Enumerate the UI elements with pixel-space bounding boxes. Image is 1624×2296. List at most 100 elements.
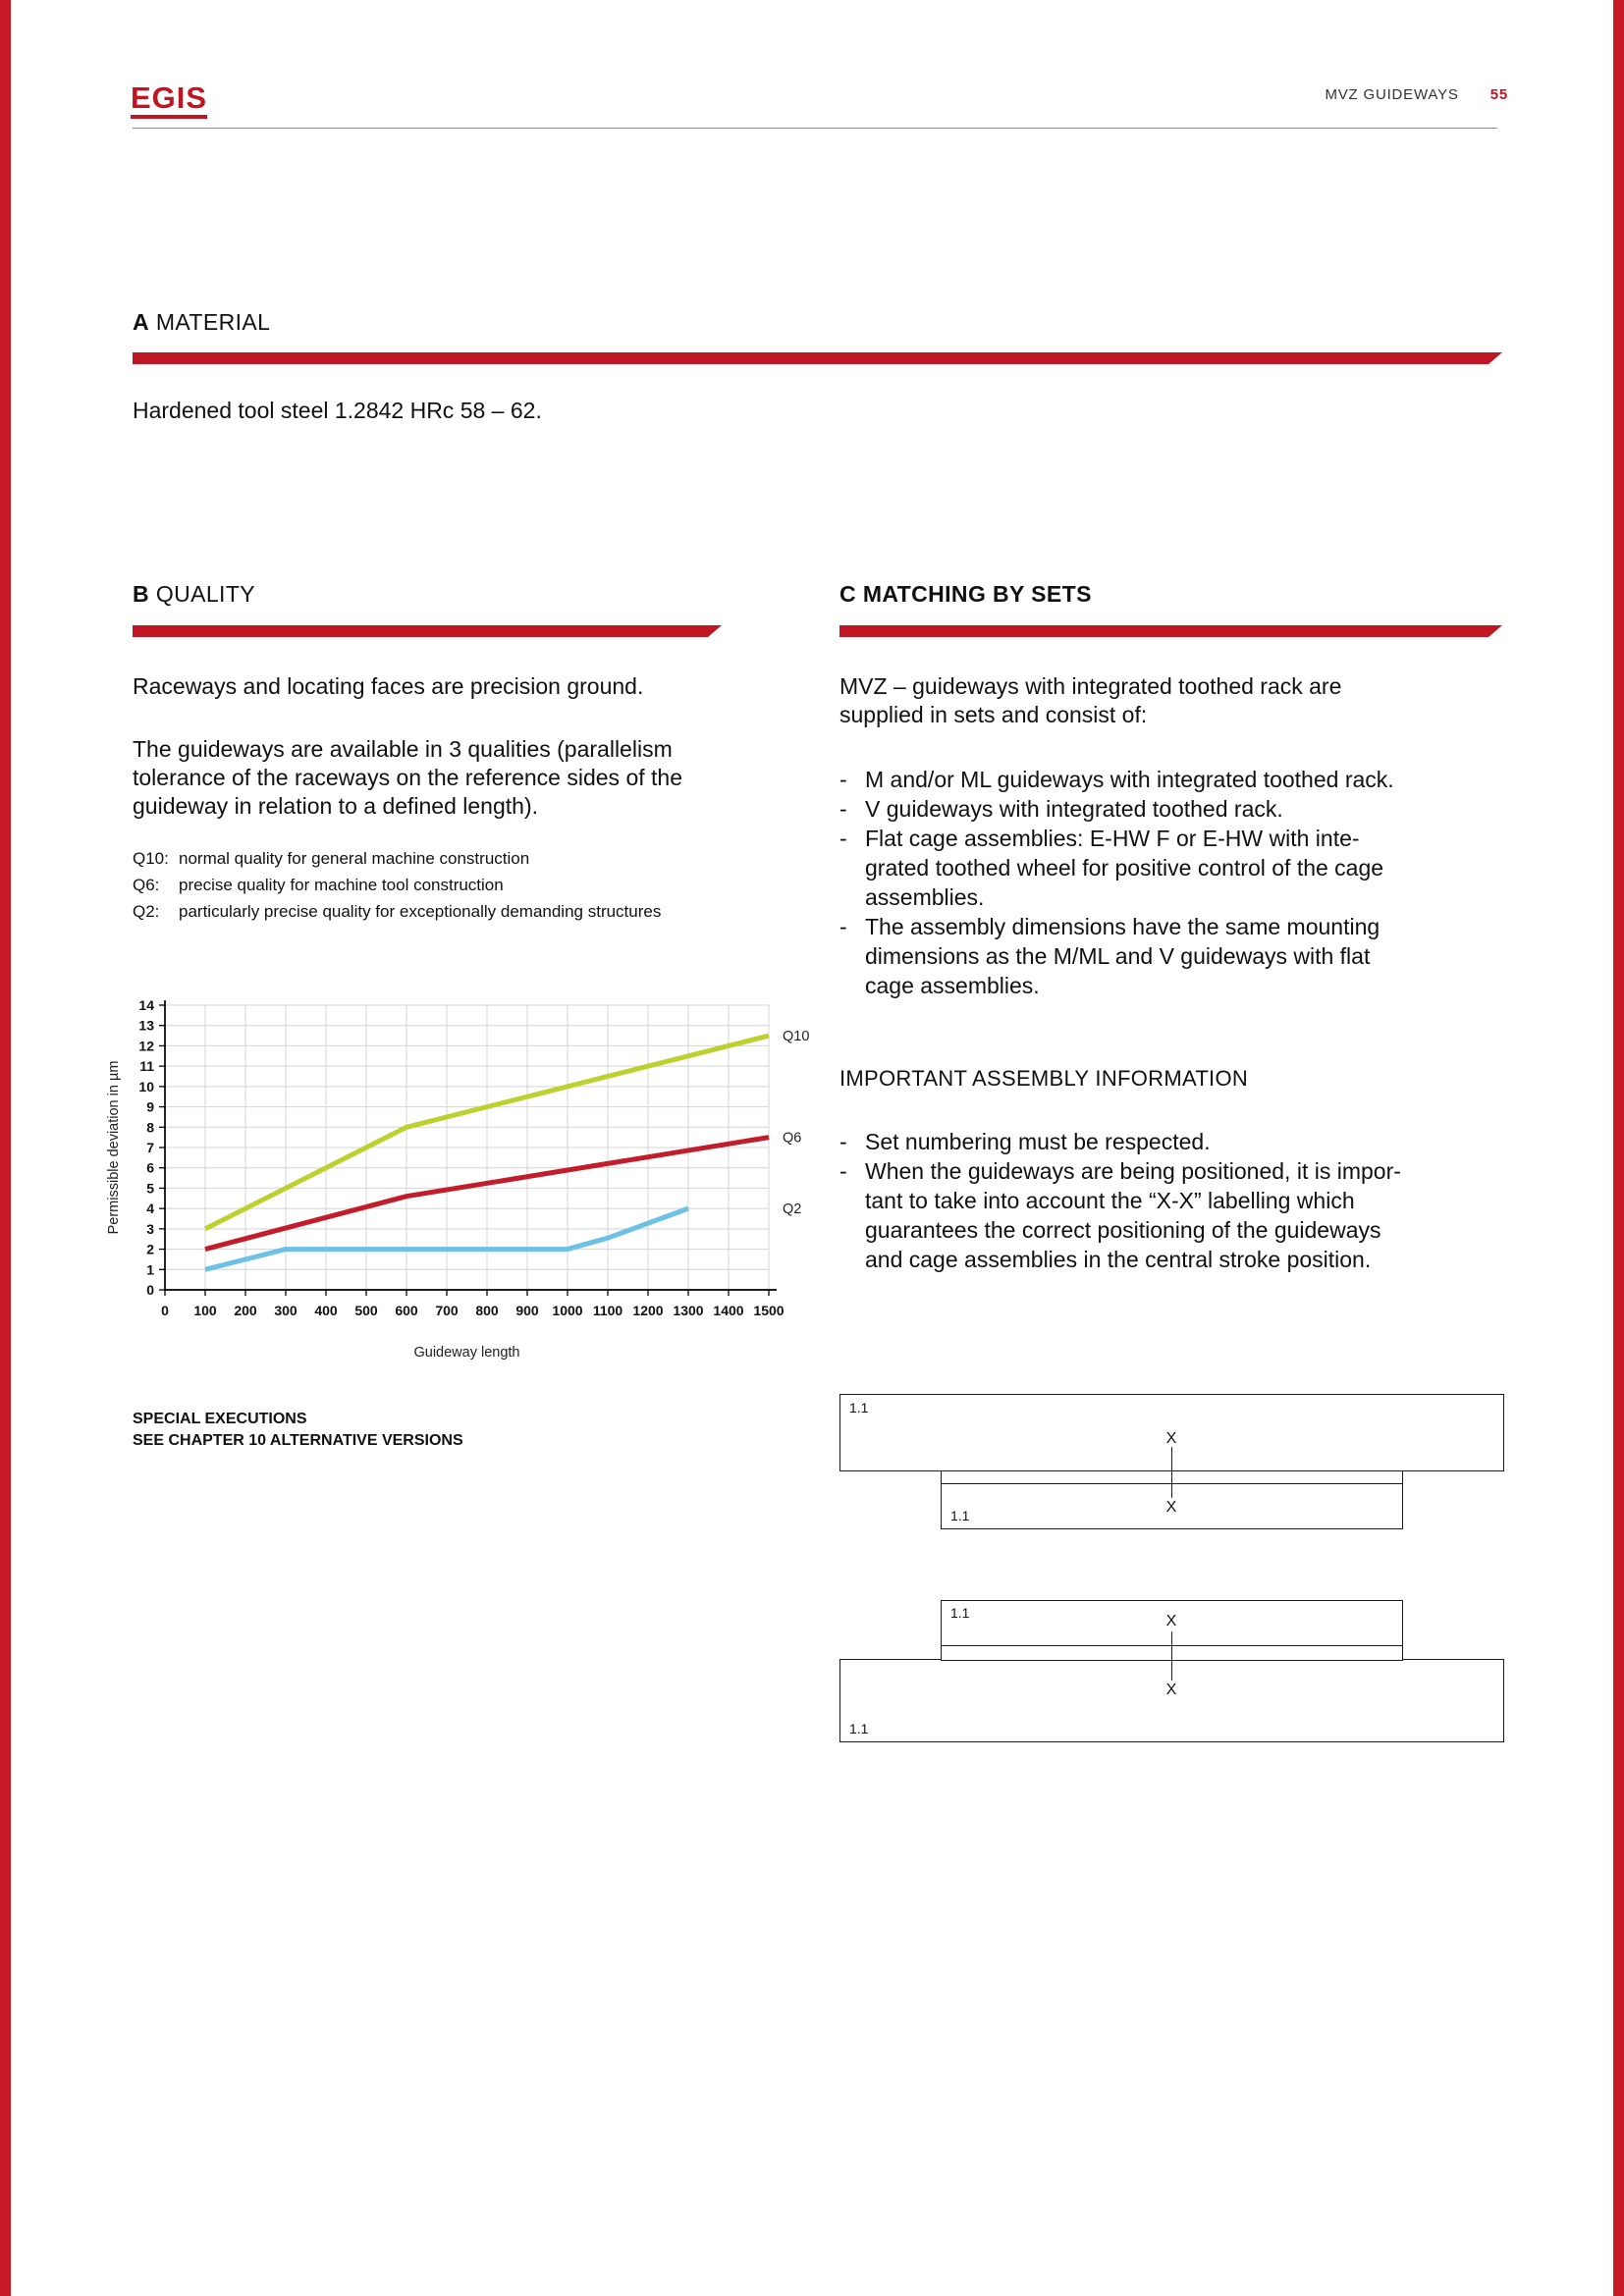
svg-text:Permissible deviation in µm: Permissible deviation in µm bbox=[106, 1061, 122, 1235]
set-number-label: 1.1 bbox=[950, 1605, 970, 1621]
section-b-letter: B bbox=[133, 581, 150, 607]
svg-text:4: 4 bbox=[146, 1201, 154, 1216]
svg-text:600: 600 bbox=[395, 1303, 418, 1318]
special-executions-line2: SEE CHAPTER 10 ALTERNATIVE VERSIONS bbox=[133, 1432, 463, 1449]
special-executions-note: SPECIAL EXECUTIONS SEE CHAPTER 10 ALTERN… bbox=[133, 1409, 463, 1452]
svg-text:Q10: Q10 bbox=[783, 1029, 809, 1044]
svg-text:Q2: Q2 bbox=[783, 1201, 801, 1217]
svg-text:0: 0 bbox=[146, 1282, 154, 1298]
list-item: - When the guideways are being positione… bbox=[839, 1156, 1517, 1274]
bullet-dash: - bbox=[839, 914, 847, 939]
svg-text:14: 14 bbox=[138, 997, 154, 1013]
svg-text:11: 11 bbox=[139, 1058, 154, 1074]
assembly-bullet-list: - Set numbering must be respected. - Whe… bbox=[839, 1127, 1517, 1274]
quality-para-2: The guideways are available in 3 qualiti… bbox=[133, 736, 682, 819]
set-number-label: 1.1 bbox=[849, 1400, 869, 1415]
svg-text:300: 300 bbox=[274, 1303, 298, 1318]
svg-text:2: 2 bbox=[146, 1242, 154, 1257]
section-a-title: MATERIAL bbox=[155, 309, 271, 335]
bullet-text: M and/or ML guideways with integrated to… bbox=[865, 767, 1394, 792]
page-edge-marker-left bbox=[0, 0, 11, 2296]
section-c-title: MATCHING BY SETS bbox=[862, 581, 1092, 607]
svg-text:3: 3 bbox=[146, 1221, 154, 1237]
section-marker-x: X bbox=[1165, 1499, 1177, 1516]
quality-grade-label: Q10: bbox=[133, 849, 169, 868]
quality-grade-q10: Q10: normal quality for general machine … bbox=[133, 845, 839, 872]
svg-text:10: 10 bbox=[138, 1079, 154, 1095]
svg-text:9: 9 bbox=[146, 1099, 154, 1115]
bullet-dash: - bbox=[839, 796, 847, 822]
section-axis-line bbox=[1171, 1631, 1172, 1681]
svg-text:1500: 1500 bbox=[753, 1303, 784, 1318]
bullet-text: The assembly dimensions have the same mo… bbox=[865, 914, 1380, 998]
svg-text:700: 700 bbox=[435, 1303, 459, 1318]
svg-text:13: 13 bbox=[138, 1018, 154, 1034]
assembly-info-title: IMPORTANT ASSEMBLY INFORMATION bbox=[839, 1066, 1249, 1091]
section-axis-line bbox=[1171, 1447, 1172, 1498]
list-item: - V guideways with integrated toothed ra… bbox=[839, 794, 1517, 824]
bullet-dash: - bbox=[839, 1158, 847, 1184]
egis-logo: EGIS bbox=[131, 82, 208, 119]
svg-text:6: 6 bbox=[146, 1160, 154, 1176]
quality-grade-label: Q2: bbox=[133, 902, 160, 921]
svg-text:1400: 1400 bbox=[713, 1303, 743, 1318]
svg-text:8: 8 bbox=[146, 1119, 154, 1135]
section-b-heading: B QUALITY bbox=[133, 581, 255, 608]
bullet-text: Flat cage assemblies: E-HW F or E-HW wit… bbox=[865, 826, 1384, 910]
section-a-letter: A bbox=[133, 309, 150, 335]
section-b-title: QUALITY bbox=[155, 581, 256, 607]
quality-para-1: Raceways and locating faces are precisio… bbox=[133, 673, 644, 699]
section-b-rule bbox=[133, 625, 722, 637]
svg-text:200: 200 bbox=[234, 1303, 257, 1318]
quality-grade-text: precise quality for machine tool constru… bbox=[179, 876, 504, 894]
quality-grades-list: Q10: normal quality for general machine … bbox=[133, 845, 839, 925]
section-c-letter: C bbox=[839, 581, 857, 607]
permissible-deviation-chart: 0 100 200 300 400 500 600 700 800 900 1000 1100 1200… bbox=[106, 997, 809, 1361]
svg-text:1300: 1300 bbox=[673, 1303, 703, 1318]
list-item: - Flat cage assemblies: E-HW F or E-HW w… bbox=[839, 824, 1517, 912]
svg-text:12: 12 bbox=[138, 1038, 154, 1053]
quality-grade-text: normal quality for general machine const… bbox=[179, 849, 530, 868]
quality-grade-q6: Q6: precise quality for machine tool con… bbox=[133, 872, 839, 898]
sets-intro: MVZ – guideways with integrated toothed … bbox=[839, 673, 1342, 727]
svg-text:900: 900 bbox=[515, 1303, 539, 1318]
section-c-heading: C MATCHING BY SETS bbox=[839, 581, 1092, 608]
svg-text:1: 1 bbox=[146, 1261, 154, 1277]
special-executions-line1: SPECIAL EXECUTIONS bbox=[133, 1411, 307, 1427]
sets-bullet-list: - M and/or ML guideways with integrated … bbox=[839, 765, 1517, 1000]
section-c-rule bbox=[839, 625, 1502, 637]
svg-text:5: 5 bbox=[146, 1180, 154, 1196]
bullet-text: V guideways with integrated toothed rack… bbox=[865, 796, 1283, 822]
svg-text:500: 500 bbox=[354, 1303, 378, 1318]
list-item: - M and/or ML guideways with integrated … bbox=[839, 765, 1517, 794]
page-header: MVZ GUIDEWAYS 55 bbox=[1325, 86, 1508, 103]
bullet-dash: - bbox=[839, 767, 847, 792]
list-item: - Set numbering must be respected. bbox=[839, 1127, 1517, 1156]
bullet-dash: - bbox=[839, 826, 847, 851]
bullet-text: When the guideways are being positioned,… bbox=[865, 1158, 1401, 1272]
svg-text:1100: 1100 bbox=[593, 1303, 623, 1318]
svg-text:Q6: Q6 bbox=[783, 1131, 801, 1147]
header-divider bbox=[133, 128, 1497, 129]
svg-text:1000: 1000 bbox=[552, 1303, 582, 1318]
section-a-heading: A MATERIAL bbox=[133, 309, 270, 336]
bullet-dash: - bbox=[839, 1129, 847, 1154]
section-a-rule bbox=[133, 352, 1502, 364]
section-marker-x: X bbox=[1165, 1430, 1177, 1447]
svg-text:7: 7 bbox=[146, 1140, 154, 1155]
set-number-label: 1.1 bbox=[849, 1721, 869, 1736]
section-marker-x: X bbox=[1165, 1613, 1177, 1629]
bullet-text: Set numbering must be respected. bbox=[865, 1129, 1211, 1154]
svg-text:400: 400 bbox=[314, 1303, 338, 1318]
svg-text:800: 800 bbox=[475, 1303, 499, 1318]
svg-text:0: 0 bbox=[161, 1303, 169, 1318]
quality-grade-text: particularly precise quality for excepti… bbox=[179, 902, 662, 921]
page-number: 55 bbox=[1489, 86, 1508, 103]
svg-text:Guideway length: Guideway length bbox=[413, 1345, 519, 1361]
set-number-label: 1.1 bbox=[950, 1508, 970, 1523]
svg-text:1200: 1200 bbox=[632, 1303, 663, 1318]
header-title: MVZ GUIDEWAYS bbox=[1325, 86, 1459, 103]
list-item: - The assembly dimensions have the same … bbox=[839, 912, 1517, 1000]
material-text: Hardened tool steel 1.2842 HRc 58 – 62. bbox=[133, 398, 542, 423]
